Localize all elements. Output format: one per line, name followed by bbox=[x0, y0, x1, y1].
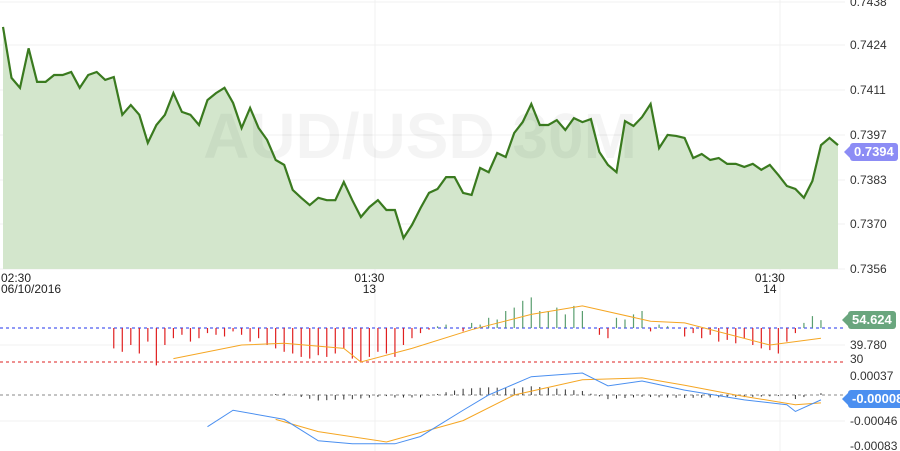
y-tick-label: 0.00037 bbox=[850, 369, 894, 383]
x-tick-time: 01:30 bbox=[755, 271, 785, 285]
y-tick-label: 0.7424 bbox=[850, 38, 887, 52]
oscillator-signal-line bbox=[173, 305, 822, 363]
y-tick-label: -0.00083 bbox=[850, 439, 898, 451]
y-tick-label: 30 bbox=[850, 352, 864, 366]
y-tick-label: 0.7370 bbox=[850, 217, 887, 231]
x-tick-date: 14 bbox=[763, 282, 777, 296]
oscillator-value-badge: 54.624 bbox=[842, 311, 896, 329]
y-tick-label: 0.7438 bbox=[850, 0, 887, 9]
x-tick-time: 01:30 bbox=[354, 271, 384, 285]
y-tick-label: 0.7383 bbox=[850, 173, 887, 187]
chart-watermark: AUD/USD 30M bbox=[203, 100, 637, 172]
x-tick-time: 02:30 bbox=[1, 271, 31, 285]
y-tick-label: 0.7411 bbox=[850, 83, 886, 97]
macd-value-badge: -0.00008 bbox=[841, 390, 900, 408]
last-price-badge: 0.7394 bbox=[844, 143, 898, 161]
macd-line bbox=[207, 372, 822, 445]
macd-signal-line bbox=[275, 377, 821, 443]
x-tick-date: 06/10/2016 bbox=[1, 282, 61, 296]
x-tick-date: 13 bbox=[363, 282, 377, 296]
y-tick-label: 0.7397 bbox=[850, 128, 887, 142]
y-tick-label: 39.780 bbox=[850, 338, 887, 352]
price-area bbox=[3, 26, 838, 270]
y-tick-label: 0.7356 bbox=[850, 262, 887, 276]
y-tick-label: -0.00046 bbox=[850, 414, 898, 428]
price-line bbox=[1, 26, 839, 241]
